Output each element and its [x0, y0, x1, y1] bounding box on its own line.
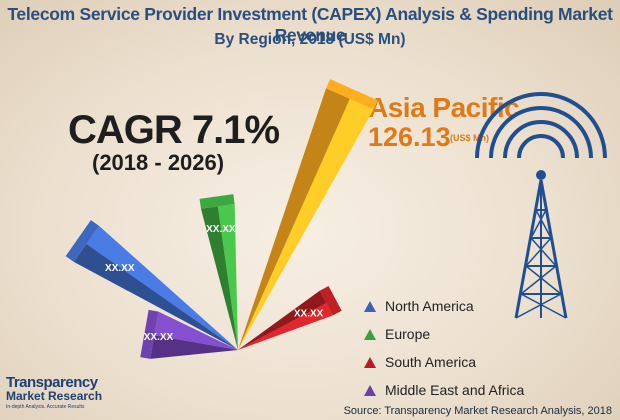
legend-label: Europe — [385, 326, 431, 342]
legend-label: South America — [385, 354, 477, 370]
bar-north-america — [86, 225, 238, 350]
cagr-label: CAGR 7.1% — [68, 108, 280, 152]
bar-side-asia-pacific — [238, 88, 350, 351]
bar-south-america — [238, 303, 333, 350]
bar-cap-europe — [199, 194, 235, 209]
bar-side-south-america — [238, 290, 327, 350]
bar-cap-south-america — [319, 285, 342, 316]
logo-tagline: In-depth Analysis. Accurate Results — [6, 404, 85, 410]
logo-name: Transparency — [6, 374, 98, 391]
highlight-unit: (US$ Mn) — [450, 133, 489, 143]
bar-europe — [217, 204, 238, 350]
legend-label: North America — [385, 298, 474, 314]
bar-cap-middle-east-and-africa — [140, 309, 159, 359]
radio-tower-icon — [475, 92, 607, 319]
chart-legend: North America Europe South America Middl… — [360, 292, 524, 404]
chart-title: Telecom Service Provider Investment (CAP… — [7, 4, 613, 45]
bar-side-middle-east-and-africa — [150, 335, 238, 359]
legend-item-middle-east-africa: Middle East and Africa — [360, 376, 524, 404]
legend-label: Middle East and Africa — [385, 382, 525, 398]
company-logo: Transparency Market Research In-depth An… — [6, 374, 102, 410]
bar-cap-north-america — [65, 220, 100, 262]
legend-marker — [364, 328, 376, 340]
bar-side-europe — [200, 206, 238, 350]
legend-item-north-america: North America — [360, 292, 524, 320]
bar-asia-pacific — [238, 98, 374, 351]
bar-value-label: XX.XX — [294, 308, 324, 319]
legend-item-south-america: South America — [360, 348, 524, 376]
legend-marker — [364, 356, 376, 368]
logo-subname: Market Research — [6, 389, 103, 403]
highlight-region: Asia Pacific — [368, 92, 520, 123]
bar-middle-east-and-africa — [154, 311, 238, 350]
bar-side-north-america — [73, 243, 238, 350]
bar-value-label: XX.XX — [105, 263, 135, 274]
bar-value-label: XX.XX — [206, 224, 236, 235]
bar-cap-asia-pacific — [326, 79, 378, 110]
cagr-period: (2018 - 2026) — [92, 150, 225, 175]
chart-subtitle: By Region, 2018 (US$ Mn) — [214, 31, 406, 48]
highlight-value: 126.13 — [368, 122, 451, 152]
legend-item-europe: Europe — [360, 320, 524, 348]
legend-marker — [364, 384, 376, 396]
bar-value-label: XX.XX — [144, 332, 174, 343]
source-note: Source: Transparency Market Research Ana… — [343, 405, 612, 417]
legend-marker — [364, 300, 376, 312]
